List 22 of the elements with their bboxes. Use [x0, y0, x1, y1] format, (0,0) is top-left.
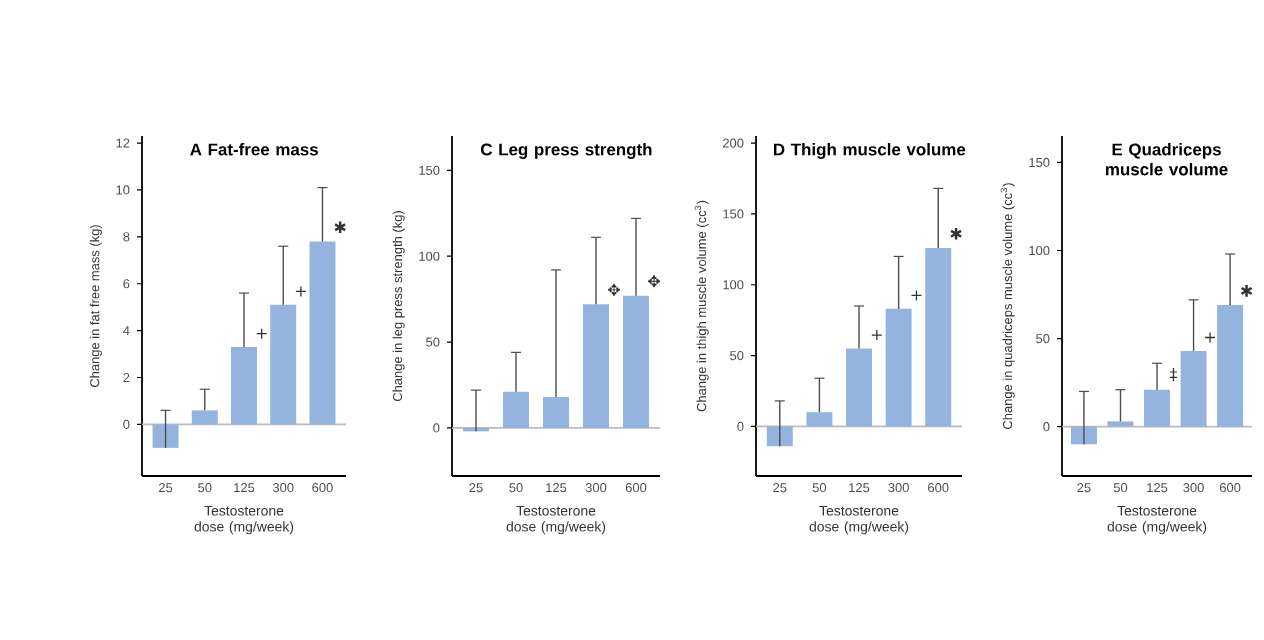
bar [543, 397, 570, 428]
bar [583, 304, 610, 428]
chart-title: D Thigh muscle volume [773, 143, 966, 159]
bar [309, 241, 336, 425]
bar [1180, 350, 1207, 427]
bar [766, 426, 793, 447]
bar [885, 308, 912, 427]
bar [503, 391, 530, 428]
bar [1144, 389, 1171, 427]
bar [231, 347, 258, 425]
chart-title: A Fat-free mass [190, 143, 318, 156]
bar [1107, 421, 1134, 427]
bar [152, 424, 179, 448]
bar [846, 348, 873, 427]
text: E Quadriceps muscle volume [1106, 143, 1228, 176]
bar [925, 247, 952, 427]
bar [191, 410, 218, 425]
bar [270, 304, 297, 425]
bar [806, 412, 833, 427]
bar [1217, 305, 1244, 427]
chart-title: C Leg press strength [480, 143, 652, 159]
bar [623, 295, 650, 428]
